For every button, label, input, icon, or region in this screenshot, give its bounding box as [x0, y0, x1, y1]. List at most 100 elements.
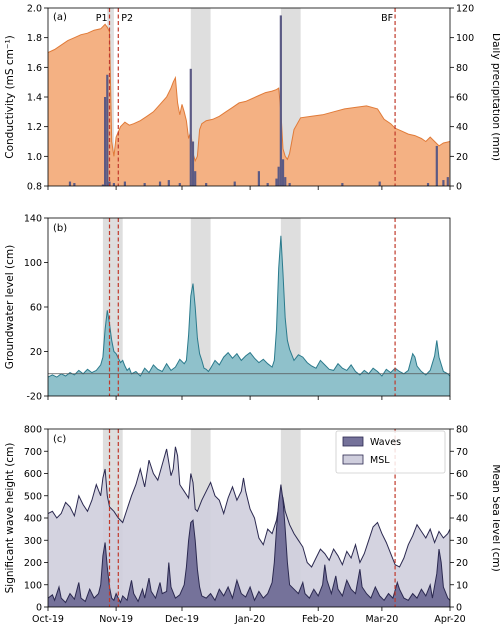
- event-label-p2: P2: [121, 13, 133, 24]
- event-label-bf: BF: [381, 13, 393, 24]
- legend-swatch-waves: [342, 436, 364, 447]
- precip-bar-6: [112, 183, 116, 186]
- precip-bar-4: [106, 74, 109, 186]
- y-tick-label-c-right-4: 40: [456, 514, 468, 525]
- y-tick-label-c-left-3: 300: [24, 536, 42, 547]
- y-tick-label-c-left-2: 200: [24, 558, 42, 569]
- precip-bar-18: [266, 183, 269, 186]
- precip-bar-7: [123, 181, 126, 186]
- y-tick-label-a-right-4: 80: [456, 63, 468, 74]
- y-tick-label-c-left-4: 400: [24, 514, 42, 525]
- panel-c: 0 100 200 300 400 500 600 700 800 0 10 20 30 40 50 60 7…: [4, 425, 500, 626]
- y-tick-label-b-left-0: -20: [26, 392, 42, 403]
- y-tick-label-a-right-6: 120: [456, 4, 474, 15]
- groundwater-area: [48, 235, 450, 396]
- precip-bar-3: [104, 97, 107, 186]
- y-tick-label-a-left-6: 2.0: [27, 4, 42, 15]
- panel-c-label: (c): [53, 434, 66, 445]
- precip-bar-11: [178, 183, 181, 186]
- panel-a-label: (a): [53, 12, 67, 23]
- y-tick-label-c-right-5: 50: [456, 491, 468, 502]
- x-tick-label-3: Jan-20: [234, 614, 265, 625]
- y-tick-label-a-left-2: 1.2: [27, 122, 42, 133]
- y-tick-label-a-left-3: 1.4: [27, 93, 42, 104]
- x-tick-label-6: Apr-20: [434, 614, 465, 625]
- y-tick-label-b-left-3: 100: [24, 258, 42, 269]
- conductivity-area: [48, 24, 450, 186]
- precip-bar-24: [288, 183, 291, 186]
- sea-level-axis-label: Mean Sea level (cm): [490, 464, 500, 571]
- legend: Waves MSL: [335, 430, 446, 474]
- y-tick-label-a-right-3: 60: [456, 93, 468, 104]
- panel-b: -20 20 60 100 140 (b) Groundwater level (cm): [4, 214, 451, 403]
- legend-label-msl: MSL: [370, 455, 390, 466]
- x-tick-label-0: Oct-19: [32, 614, 64, 625]
- precip-bar-19: [275, 178, 278, 186]
- precip-bar-15: [205, 183, 208, 186]
- precip-bar-16: [233, 181, 236, 186]
- x-tick-label-1: Nov-19: [99, 614, 133, 625]
- precip-bar-0: [68, 181, 72, 186]
- precip-bar-20: [277, 166, 280, 186]
- y-tick-label-c-left-5: 500: [24, 491, 42, 502]
- y-tick-label-a-left-5: 1.8: [27, 33, 42, 44]
- y-tick-label-a-left-0: 0.8: [27, 182, 42, 193]
- y-tick-label-c-left-6: 600: [24, 469, 42, 480]
- precip-bar-23: [284, 177, 287, 186]
- y-tick-label-a-right-0: 0: [456, 182, 462, 193]
- y-tick-label-a-right-1: 20: [456, 152, 468, 163]
- precip-bar-12: [189, 68, 192, 186]
- waves-line: [48, 484, 450, 604]
- y-tick-label-a-right-5: 100: [456, 33, 474, 44]
- precip-bar-1: [73, 183, 76, 186]
- x-tick-label-4: Feb-20: [302, 614, 334, 625]
- precip-bar-14: [194, 171, 197, 186]
- legend-label-waves: Waves: [370, 437, 401, 448]
- conductivity-line: [48, 23, 450, 163]
- y-tick-label-c-right-2: 20: [456, 558, 468, 569]
- y-tick-label-c-right-3: 30: [456, 536, 468, 547]
- y-tick-label-a-right-2: 40: [456, 122, 468, 133]
- precip-bar-2: [101, 184, 105, 186]
- msl-line: [48, 446, 450, 568]
- precip-bar-17: [257, 171, 260, 186]
- x-tick-label-5: Mar-20: [365, 614, 398, 625]
- groundwater-axis-label: Groundwater level (cm): [4, 245, 16, 369]
- precipitation-axis-label: Daily precipitation (mm): [490, 33, 500, 161]
- precip-bar-9: [158, 181, 162, 186]
- y-tick-label-b-left-2: 60: [30, 303, 42, 314]
- y-tick-label-c-right-8: 80: [456, 425, 468, 436]
- precip-bar-21: [279, 15, 282, 186]
- x-tick-label-2: Dec-19: [165, 614, 199, 625]
- y-tick-label-a-left-1: 1.0: [27, 152, 42, 163]
- precip-bar-28: [435, 145, 438, 186]
- y-tick-label-c-right-0: 0: [456, 603, 462, 614]
- y-tick-label-b-left-4: 140: [24, 214, 42, 225]
- y-tick-label-c-right-1: 10: [456, 580, 468, 591]
- precip-bar-30: [446, 177, 449, 186]
- wave-height-axis-label: Significant wave height (cm): [4, 443, 16, 594]
- y-tick-label-c-right-6: 60: [456, 469, 468, 480]
- conductivity-axis-label: Conductivity (mS cm⁻¹): [4, 35, 16, 159]
- precip-bar-26: [378, 181, 381, 186]
- precip-bar-10: [167, 180, 170, 186]
- precip-bar-29: [442, 180, 445, 186]
- precip-bar-27: [426, 183, 430, 186]
- precip-bar-8: [143, 183, 146, 186]
- precip-bar-22: [281, 159, 285, 186]
- panel-b-label: (b): [53, 223, 67, 234]
- y-tick-label-c-right-7: 70: [456, 447, 468, 458]
- y-tick-label-b-left-1: 20: [30, 347, 42, 358]
- y-tick-label-c-left-0: 0: [36, 603, 42, 614]
- event-label-p1: P1: [96, 13, 108, 24]
- precip-bar-25: [341, 183, 344, 186]
- y-tick-label-c-left-7: 700: [24, 447, 42, 458]
- msl-area: [48, 446, 450, 607]
- y-tick-label-a-left-4: 1.6: [27, 63, 42, 74]
- y-tick-label-c-left-1: 100: [24, 580, 42, 591]
- panel-a: 0.8 1.0 1.2 1.4 1.6 1.8 2.0 0 20 40 60 80 100 120 (a…: [4, 4, 500, 193]
- legend-swatch-msl: [342, 454, 364, 465]
- y-tick-label-c-left-8: 800: [24, 425, 42, 436]
- precip-bar-13: [191, 141, 195, 186]
